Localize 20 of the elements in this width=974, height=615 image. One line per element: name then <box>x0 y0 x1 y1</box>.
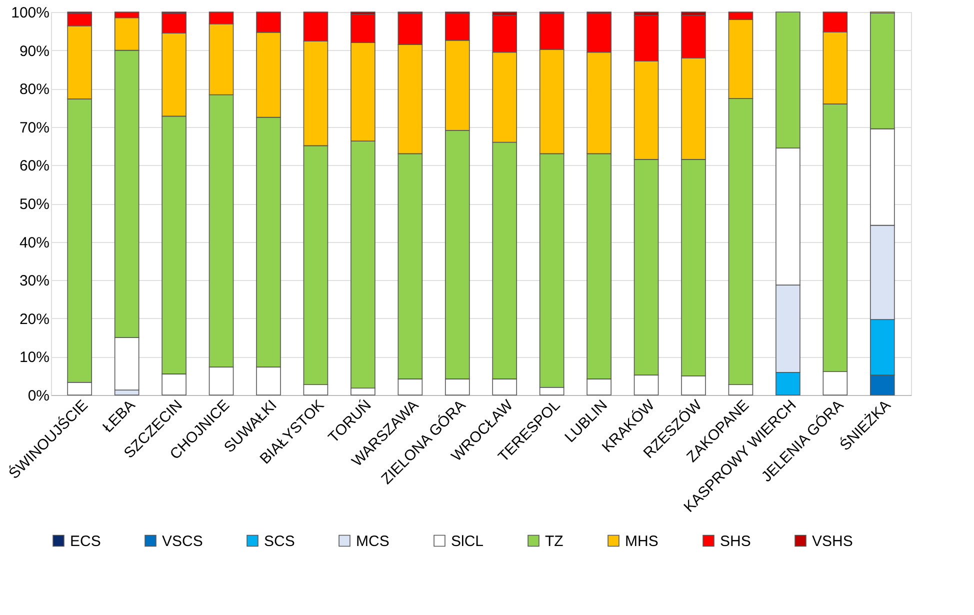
y-tick-label: 0% <box>28 388 50 404</box>
y-tick-label: 60% <box>19 158 50 175</box>
y-tick-label: 40% <box>19 234 50 252</box>
legend-label: SHS <box>720 532 751 550</box>
legend-label: SCS <box>264 532 295 550</box>
legend-label: TZ <box>545 532 564 550</box>
y-tick-label: 80% <box>19 81 50 98</box>
y-tick-label: 20% <box>19 310 50 328</box>
legend-label: VSHS <box>812 532 853 550</box>
legend-label: VSCS <box>162 532 203 550</box>
legend-label: MCS <box>356 532 390 550</box>
y-tick-label: 70% <box>19 119 50 136</box>
y-tick-label: 50% <box>19 196 50 213</box>
legend-label: SlCL <box>451 532 484 550</box>
legend-label: MHS <box>625 532 658 550</box>
y-tick-label: 100% <box>11 4 50 22</box>
y-tick-label: 90% <box>19 42 50 60</box>
legend-label: ECS <box>70 532 101 550</box>
y-tick-label: 10% <box>19 349 50 366</box>
y-tick-label: 30% <box>19 272 50 290</box>
